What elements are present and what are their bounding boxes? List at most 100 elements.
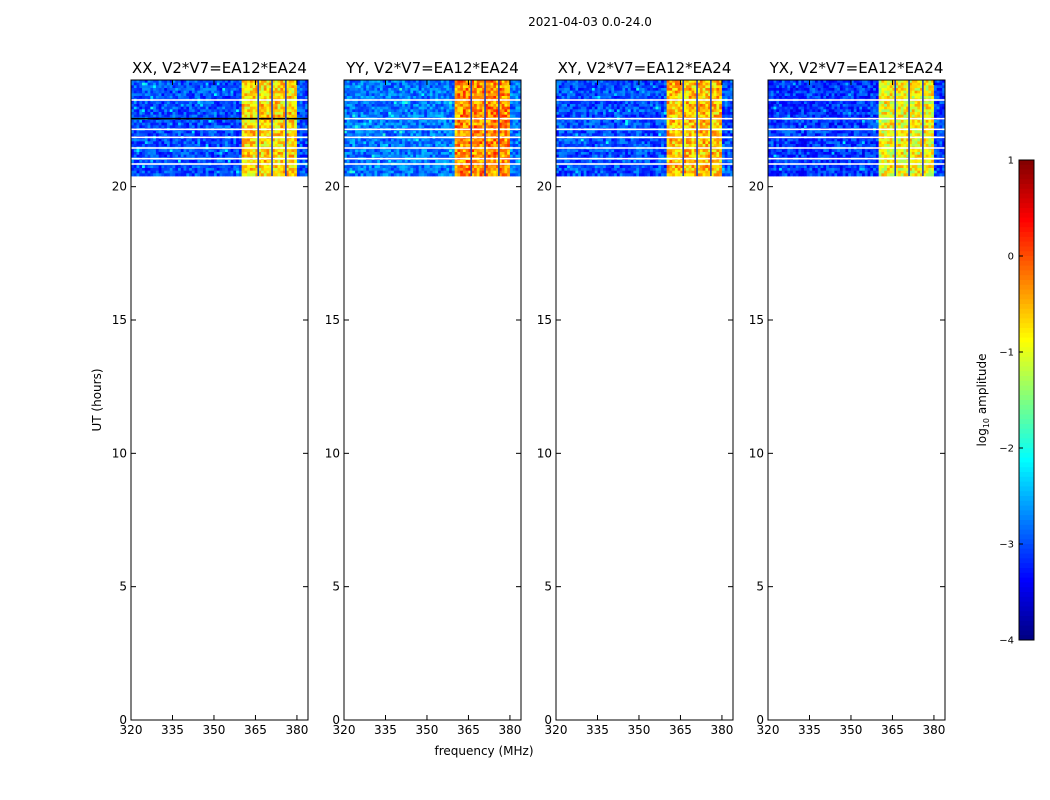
heatmap-cell (153, 160, 157, 164)
heatmap-cell (183, 85, 187, 89)
heatmap-cell (496, 138, 500, 142)
heatmap-cell (512, 104, 516, 108)
heatmap-cell (147, 133, 151, 137)
heatmap-cell (186, 152, 190, 156)
heatmap-cell (164, 82, 168, 86)
heatmap-cell (136, 133, 140, 137)
heatmap-cell (377, 133, 381, 137)
heatmap-cell (294, 168, 298, 172)
heatmap-cell (180, 104, 184, 108)
heatmap-cell (349, 109, 353, 113)
heatmap-cell (507, 133, 511, 137)
heatmap-cell (216, 125, 220, 129)
heatmap-cell (139, 109, 143, 113)
heatmap-cell (424, 160, 428, 164)
heatmap-cell (594, 82, 598, 86)
heatmap-cell (161, 88, 165, 92)
heatmap-cell (241, 149, 245, 153)
heatmap-cell (379, 154, 384, 158)
heatmap-cell (263, 90, 267, 94)
heatmap-cell (683, 85, 687, 89)
heatmap-cell (236, 90, 240, 94)
heatmap-cell (213, 106, 218, 110)
heatmap-cell (186, 138, 190, 142)
heatmap-cell (346, 93, 350, 97)
heatmap-cell (280, 152, 284, 156)
heatmap-cell (222, 96, 226, 100)
heatmap-cell (205, 138, 209, 142)
heatmap-cell (421, 82, 425, 86)
heatmap-cell (247, 101, 251, 105)
y-tick-label: 5 (119, 580, 127, 594)
heatmap-cell (213, 152, 218, 156)
heatmap-cell (589, 88, 593, 92)
heatmap-cell (630, 85, 634, 89)
heatmap-cell (663, 82, 668, 86)
heatmap-cell (233, 170, 237, 174)
heatmap-cell (424, 152, 428, 156)
heatmap-cell (202, 82, 207, 86)
heatmap-cell (680, 85, 684, 89)
heatmap-cell (462, 112, 467, 116)
heatmap-cell (468, 133, 472, 137)
heatmap-cell (451, 122, 456, 126)
heatmap-cell (388, 88, 392, 92)
heatmap-cell (449, 144, 453, 148)
heatmap-cell (222, 149, 226, 153)
heatmap-cell (600, 88, 604, 92)
heatmap-cell (462, 90, 467, 94)
heatmap-cell (247, 96, 251, 100)
heatmap-cell (385, 80, 389, 84)
heatmap-cell (294, 80, 298, 84)
heatmap-cell (153, 85, 157, 89)
heatmap-cell (161, 149, 165, 153)
heatmap-cell (443, 141, 447, 145)
heatmap-cell (485, 109, 489, 113)
heatmap-cell (415, 114, 420, 118)
heatmap-cell (399, 93, 403, 97)
heatmap-cell (133, 138, 137, 142)
heatmap-cell (191, 173, 196, 177)
heatmap-cell (272, 149, 276, 153)
heatmap-cell (211, 168, 215, 172)
heatmap-cell (501, 120, 505, 124)
heatmap-cell (379, 165, 384, 169)
heatmap-cell (509, 125, 514, 129)
heatmap-cell (269, 106, 273, 110)
heatmap-cell (186, 101, 190, 105)
heatmap-cell (421, 122, 425, 126)
heatmap-cell (299, 170, 303, 174)
heatmap-cell (487, 138, 491, 142)
heatmap-cell (352, 122, 356, 126)
heatmap-cell (669, 85, 673, 89)
heatmap-cell (172, 168, 176, 172)
heatmap-cell (669, 90, 673, 94)
heatmap-cell (429, 120, 433, 124)
heatmap-cell (724, 80, 728, 84)
heatmap-cell (482, 120, 486, 124)
heatmap-cell (363, 80, 367, 84)
heatmap-cell (460, 125, 464, 129)
heatmap-cell (460, 152, 464, 156)
heatmap-cell (302, 138, 306, 142)
heatmap-cell (446, 165, 450, 169)
heatmap-cell (404, 168, 409, 172)
heatmap-cell (302, 141, 306, 145)
heatmap-cell (202, 144, 207, 148)
heatmap-cell (402, 112, 406, 116)
heatmap-cell (415, 120, 420, 124)
heatmap-cell (274, 149, 278, 153)
heatmap-cell (208, 112, 212, 116)
heatmap-cell (374, 168, 378, 172)
heatmap-cell (197, 109, 201, 113)
heatmap-cell (161, 82, 165, 86)
heatmap-cell (446, 93, 450, 97)
heatmap-cell (144, 88, 148, 92)
heatmap-cell (352, 93, 356, 97)
heatmap-cell (493, 114, 497, 118)
heatmap-cell (410, 114, 414, 118)
heatmap-cell (357, 152, 361, 156)
heatmap-cell (616, 82, 621, 86)
heatmap-cell (230, 112, 234, 116)
